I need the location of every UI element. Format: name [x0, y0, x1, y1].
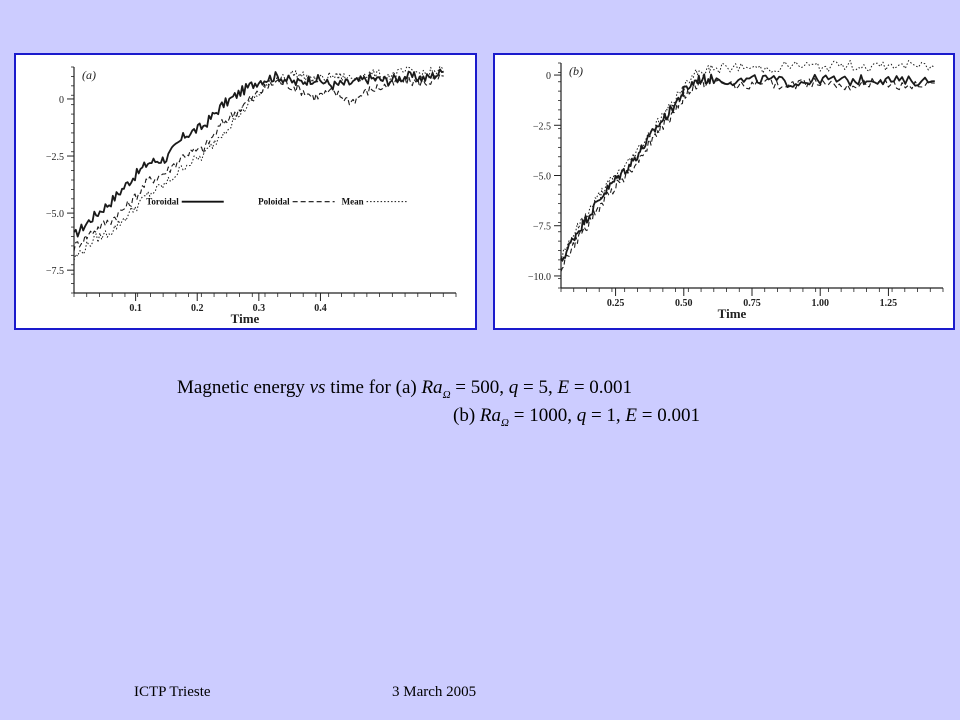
- x-tick-label: 0.2: [191, 303, 204, 314]
- x-tick-label: 0.3: [253, 303, 266, 314]
- caption-text: time for (a): [325, 377, 422, 398]
- caption-text: Magnetic energy: [177, 377, 310, 398]
- series-line-solid: [73, 68, 444, 238]
- x-tick-label: 0.4: [314, 303, 327, 314]
- ra-text: Ra: [421, 377, 443, 398]
- e-symbol: E: [625, 405, 638, 426]
- caption-text: (b): [453, 405, 480, 426]
- series-line-solid: [560, 73, 935, 262]
- caption-text: = 5,: [518, 377, 558, 398]
- chart-a-svg: 0.1 0.2 0.3 0.4 0 −2.5 −5.0 −7.5 Time (a) Toroidal…: [46, 65, 457, 326]
- footer-date: 3 March 2005: [392, 684, 477, 700]
- series-line-dashed: [73, 73, 444, 252]
- y-tick-label: −5.0: [533, 172, 551, 183]
- legend-label: Poloidal: [258, 197, 290, 207]
- ra-symbol: RaΩ: [421, 377, 451, 401]
- e-symbol: E: [557, 377, 570, 398]
- y-tick-label: −2.5: [46, 152, 64, 163]
- y-tick-label: 0: [546, 71, 551, 82]
- ra-subscript: Ω: [501, 416, 509, 429]
- y-tick-label: −7.5: [533, 222, 551, 233]
- q-symbol: q: [508, 377, 519, 398]
- footer-left: ICTP Trieste: [134, 684, 211, 700]
- y-tick-label: −2.5: [533, 121, 551, 132]
- legend-label: Toroidal: [146, 197, 179, 207]
- x-tick-label: 0.1: [129, 303, 142, 314]
- y-tick-label: −10.0: [528, 272, 551, 283]
- caption-text: = 1000,: [508, 405, 577, 426]
- y-tick-label: −7.5: [46, 266, 64, 277]
- panel-label: (a): [82, 68, 96, 82]
- x-tick-label: 0.50: [675, 298, 693, 309]
- chart-b-svg: 0.25 0.50 0.75 1.00 1.25 0 −2.5 −5.0 −7.5 −10.0 Ti…: [528, 60, 944, 321]
- caption-text: = 500,: [450, 377, 509, 398]
- panel-label: (b): [569, 64, 583, 78]
- ra-subscript: Ω: [442, 388, 451, 401]
- x-tick-label: 1.25: [880, 298, 898, 309]
- x-tick-label: 0.25: [607, 298, 625, 309]
- x-axis-label: Time: [718, 306, 747, 321]
- chart-panel-b: 0.25 0.50 0.75 1.00 1.25 0 −2.5 −5.0 −7.5 −10.0 Ti…: [493, 53, 955, 330]
- x-axis-label: Time: [231, 311, 260, 326]
- ra-symbol: RaΩ: [479, 405, 509, 429]
- x-tick-label: 1.00: [811, 298, 829, 309]
- series-line-dotted: [73, 65, 445, 261]
- series-line-dashed: [560, 76, 935, 272]
- caption-line-1: Magnetic energy vs time for (a) RaΩ = 50…: [177, 377, 632, 401]
- caption-text: = 0.001: [637, 405, 700, 426]
- caption-text: = 0.001: [569, 377, 633, 398]
- caption-text: = 1,: [586, 405, 626, 426]
- y-tick-label: 0: [59, 95, 64, 106]
- y-tick-label: −5.0: [46, 209, 64, 220]
- series-line-dotted: [560, 60, 935, 258]
- caption-line-2: (b) RaΩ = 1000, q = 1, E = 0.001: [453, 405, 700, 429]
- q-symbol: q: [576, 405, 587, 426]
- x-tick-label: 0.75: [743, 298, 761, 309]
- legend-label: Mean: [342, 197, 364, 207]
- ra-text: Ra: [479, 405, 502, 426]
- chart-panel-a: 0.1 0.2 0.3 0.4 0 −2.5 −5.0 −7.5 Time (a) Toroidal…: [14, 53, 477, 330]
- caption-vs: vs: [309, 377, 326, 398]
